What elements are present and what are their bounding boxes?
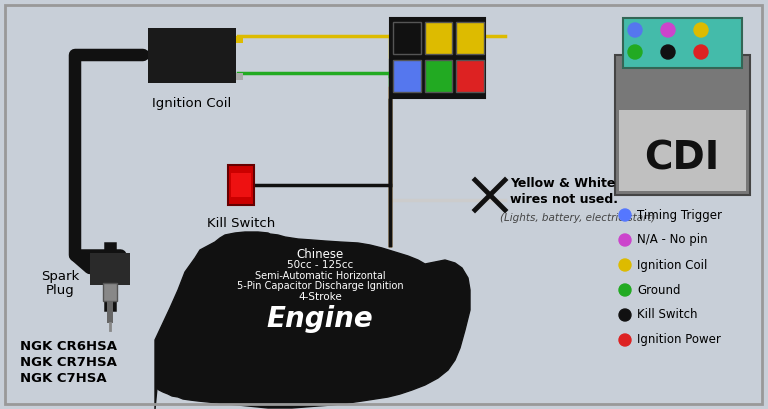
- FancyBboxPatch shape: [231, 173, 251, 197]
- FancyBboxPatch shape: [236, 73, 243, 80]
- Circle shape: [619, 309, 631, 321]
- Circle shape: [661, 23, 675, 37]
- Circle shape: [628, 23, 642, 37]
- FancyBboxPatch shape: [103, 283, 117, 301]
- FancyBboxPatch shape: [615, 55, 750, 195]
- Text: Ignition Coil: Ignition Coil: [637, 258, 707, 272]
- Text: Yellow & White: Yellow & White: [510, 177, 615, 190]
- FancyBboxPatch shape: [393, 22, 421, 54]
- Circle shape: [619, 259, 631, 271]
- Text: Spark: Spark: [41, 270, 79, 283]
- Text: 5-Pin Capacitor Discharge Ignition: 5-Pin Capacitor Discharge Ignition: [237, 281, 403, 291]
- Circle shape: [694, 45, 708, 59]
- FancyBboxPatch shape: [148, 28, 236, 83]
- FancyBboxPatch shape: [390, 18, 485, 98]
- Text: Kill Switch: Kill Switch: [207, 217, 275, 230]
- Polygon shape: [155, 232, 470, 409]
- FancyBboxPatch shape: [425, 22, 452, 54]
- Text: CDI: CDI: [644, 139, 720, 177]
- Text: N/A - No pin: N/A - No pin: [637, 234, 707, 247]
- Text: 50cc - 125cc: 50cc - 125cc: [287, 260, 353, 270]
- FancyBboxPatch shape: [623, 18, 742, 68]
- Text: Engine: Engine: [266, 305, 373, 333]
- Text: (Lights, battery, electric start): (Lights, battery, electric start): [500, 213, 656, 223]
- FancyBboxPatch shape: [456, 22, 484, 54]
- FancyBboxPatch shape: [393, 60, 421, 92]
- Text: Semi-Automatic Horizontal: Semi-Automatic Horizontal: [255, 271, 386, 281]
- FancyBboxPatch shape: [228, 165, 254, 205]
- FancyBboxPatch shape: [107, 301, 113, 323]
- FancyBboxPatch shape: [425, 60, 452, 92]
- Circle shape: [619, 209, 631, 221]
- Text: NGK CR6HSA: NGK CR6HSA: [20, 340, 117, 353]
- Circle shape: [694, 23, 708, 37]
- Text: Timing Trigger: Timing Trigger: [637, 209, 722, 222]
- Text: NGK C7HSA: NGK C7HSA: [20, 372, 107, 385]
- FancyBboxPatch shape: [456, 60, 484, 92]
- Text: wires not used.: wires not used.: [510, 193, 618, 206]
- Text: Ground: Ground: [637, 283, 680, 297]
- FancyBboxPatch shape: [236, 36, 243, 43]
- Text: Plug: Plug: [45, 284, 74, 297]
- Circle shape: [619, 234, 631, 246]
- Text: Ignition Coil: Ignition Coil: [152, 97, 232, 110]
- FancyBboxPatch shape: [619, 110, 746, 191]
- Circle shape: [628, 45, 642, 59]
- Text: 4-Stroke: 4-Stroke: [298, 292, 342, 302]
- Circle shape: [619, 334, 631, 346]
- Text: Ignition Power: Ignition Power: [637, 333, 721, 346]
- FancyBboxPatch shape: [90, 253, 130, 285]
- Text: Kill Switch: Kill Switch: [637, 308, 697, 321]
- Circle shape: [619, 284, 631, 296]
- Text: NGK CR7HSA: NGK CR7HSA: [20, 356, 117, 369]
- Circle shape: [661, 45, 675, 59]
- Text: Chinese: Chinese: [296, 248, 343, 261]
